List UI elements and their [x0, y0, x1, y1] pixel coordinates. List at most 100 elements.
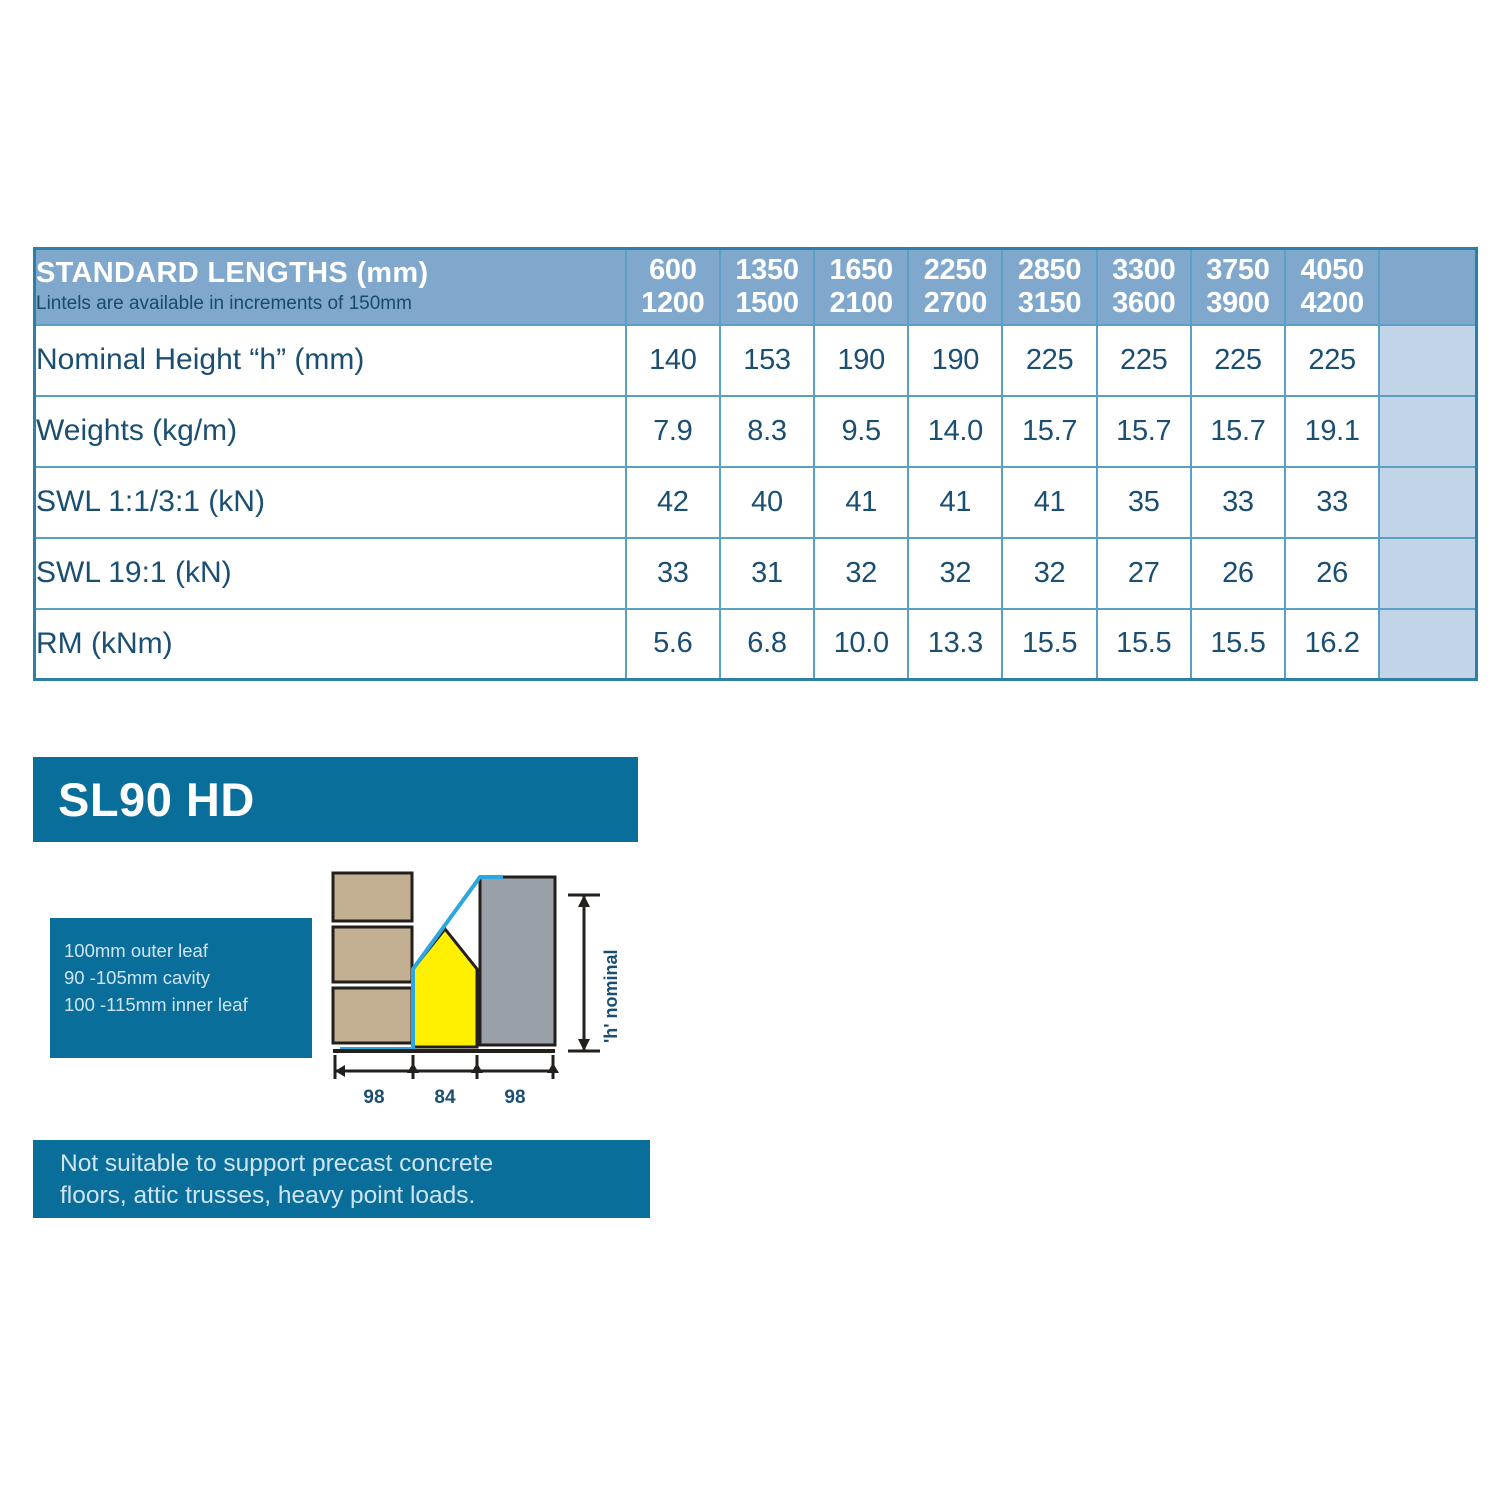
- length-column-header: 1350 1500: [718, 247, 816, 326]
- warning-line: Not suitable to support precast concrete: [60, 1150, 494, 1177]
- table-title: STANDARD LENGTHS (mm): [36, 257, 429, 290]
- table-cell: 15.5: [1095, 607, 1192, 681]
- table-cell: 32: [813, 536, 910, 610]
- dimension-label: 84: [434, 1087, 456, 1108]
- table-cell: 8.3: [718, 394, 816, 468]
- table-cell: 5.6: [624, 607, 721, 681]
- table-cell: 33: [1189, 465, 1287, 539]
- spacer: [33, 1140, 650, 1148]
- table-cell: 42: [624, 465, 721, 539]
- table-subtitle: Lintels are available in increments of 1…: [36, 292, 412, 314]
- product-title-bar: SL90 HD: [33, 757, 638, 842]
- length-bottom: 3150: [1017, 286, 1082, 319]
- table-cell: 41: [813, 465, 910, 539]
- table-cell: 225: [1095, 323, 1192, 397]
- row-label: Weights (kg/m): [33, 394, 627, 468]
- row-spacer-cell: [1378, 465, 1478, 539]
- table-cell: 225: [1284, 323, 1381, 397]
- table-cell: 15.7: [1001, 394, 1098, 468]
- length-bottom: 3900: [1206, 286, 1270, 319]
- height-nominal-label: 'h' nominal: [601, 949, 621, 1043]
- specification-table: STANDARD LENGTHS (mm) Lintels are availa…: [33, 247, 1478, 681]
- table-cell: 153: [718, 323, 816, 397]
- header-spacer-cell: [1378, 247, 1478, 326]
- table-cell: 9.5: [813, 394, 910, 468]
- length-top: 1350: [735, 253, 799, 286]
- leaf-spec-line: 100 -115mm inner leaf: [64, 993, 248, 1015]
- specification-table-container: STANDARD LENGTHS (mm) Lintels are availa…: [33, 247, 1478, 681]
- row-label: SWL 1:1/3:1 (kN): [33, 465, 627, 539]
- length-top: 2250: [923, 253, 988, 286]
- table-cell: 15.7: [1189, 394, 1287, 468]
- row-label: RM (kNm): [33, 607, 627, 681]
- leaf-spec-line: 100mm outer leaf: [64, 940, 208, 961]
- table-cell: 35: [1095, 465, 1192, 539]
- table-cell: 41: [1001, 465, 1098, 539]
- outer-leaf-bricks: [331, 871, 414, 1045]
- length-top: 1650: [829, 253, 894, 286]
- table-cell: 225: [1189, 323, 1287, 397]
- warning-box: Not suitable to support precast concrete…: [33, 1140, 650, 1218]
- table-cell: 10.0: [813, 607, 910, 681]
- table-cell: 190: [907, 323, 1004, 397]
- leaf-specification-box: 100mm outer leaf 90 -105mm cavity 100 -1…: [50, 918, 312, 1058]
- leaf-spec-line: 90 -105mm cavity: [64, 966, 210, 988]
- spacer: [50, 918, 312, 938]
- row-spacer-cell: [1378, 323, 1478, 397]
- dimension-height-arrows: [578, 895, 590, 1051]
- table-cell: 190: [813, 323, 910, 397]
- table-cell: 33: [624, 536, 721, 610]
- length-top: 3300: [1112, 253, 1176, 286]
- table-row: SWL 19:1 (kN) 33 31 32 32 32 27 26 26: [33, 536, 1478, 610]
- length-top: 2850: [1017, 253, 1082, 286]
- row-label: SWL 19:1 (kN): [33, 536, 627, 610]
- table-cell: 225: [1001, 323, 1098, 397]
- dimension-chain-horizontal: [333, 1055, 555, 1079]
- dimension-arrows: [335, 1063, 559, 1077]
- row-spacer-cell: [1378, 607, 1478, 681]
- table-cell: 15.7: [1095, 394, 1192, 468]
- row-spacer-cell: [1378, 536, 1478, 610]
- table-cell: 13.3: [907, 607, 1004, 681]
- row-spacer-cell: [1378, 394, 1478, 468]
- table-header-row: STANDARD LENGTHS (mm) Lintels are availa…: [33, 247, 1478, 326]
- table-cell: 6.8: [718, 607, 816, 681]
- length-column-header: 2250 2700: [907, 247, 1004, 326]
- dimension-height: [568, 893, 600, 1053]
- length-top: 600: [649, 253, 697, 286]
- table-cell: 26: [1284, 536, 1381, 610]
- table-cell: 33: [1284, 465, 1381, 539]
- length-bottom: 2100: [829, 286, 894, 319]
- inner-leaf-block: [478, 875, 557, 1047]
- table-cell: 140: [624, 323, 721, 397]
- length-column-header: 1650 2100: [813, 247, 910, 326]
- lintel-cross-section-diagram: 98 84 98 'h' nominal: [325, 865, 650, 1120]
- table-row: SWL 1:1/3:1 (kN) 42 40 41 41 41 35 33 33: [33, 465, 1478, 539]
- table-row: Nominal Height “h” (mm) 140 153 190 190 …: [33, 323, 1478, 397]
- length-bottom: 3600: [1112, 286, 1176, 319]
- table-cell: 19.1: [1284, 394, 1381, 468]
- table-cell: 27: [1095, 536, 1192, 610]
- table-cell: 32: [1001, 536, 1098, 610]
- table-cell: 15.5: [1001, 607, 1098, 681]
- dimension-label: 98: [363, 1087, 384, 1108]
- row-label: Nominal Height “h” (mm): [33, 323, 627, 397]
- table-cell: 31: [718, 536, 816, 610]
- header-label-cell: STANDARD LENGTHS (mm) Lintels are availa…: [33, 247, 627, 326]
- length-top: 3750: [1206, 253, 1270, 286]
- length-column-header: 2850 3150: [1001, 247, 1098, 326]
- warning-line: floors, attic trusses, heavy point loads…: [60, 1182, 476, 1210]
- table-cell: 7.9: [624, 394, 721, 468]
- length-top: 4050: [1300, 253, 1364, 286]
- length-column-header: 3750 3900: [1189, 247, 1287, 326]
- length-bottom: 4200: [1300, 286, 1364, 319]
- length-column-header: 600 1200: [624, 247, 721, 326]
- table-cell: 40: [718, 465, 816, 539]
- table-cell: 16.2: [1284, 607, 1381, 681]
- length-column-header: 3300 3600: [1095, 247, 1192, 326]
- table-cell: 32: [907, 536, 1004, 610]
- table-cell: 15.5: [1189, 607, 1287, 681]
- table-cell: 26: [1189, 536, 1287, 610]
- length-bottom: 2700: [923, 286, 988, 319]
- dimension-label: 98: [504, 1087, 525, 1108]
